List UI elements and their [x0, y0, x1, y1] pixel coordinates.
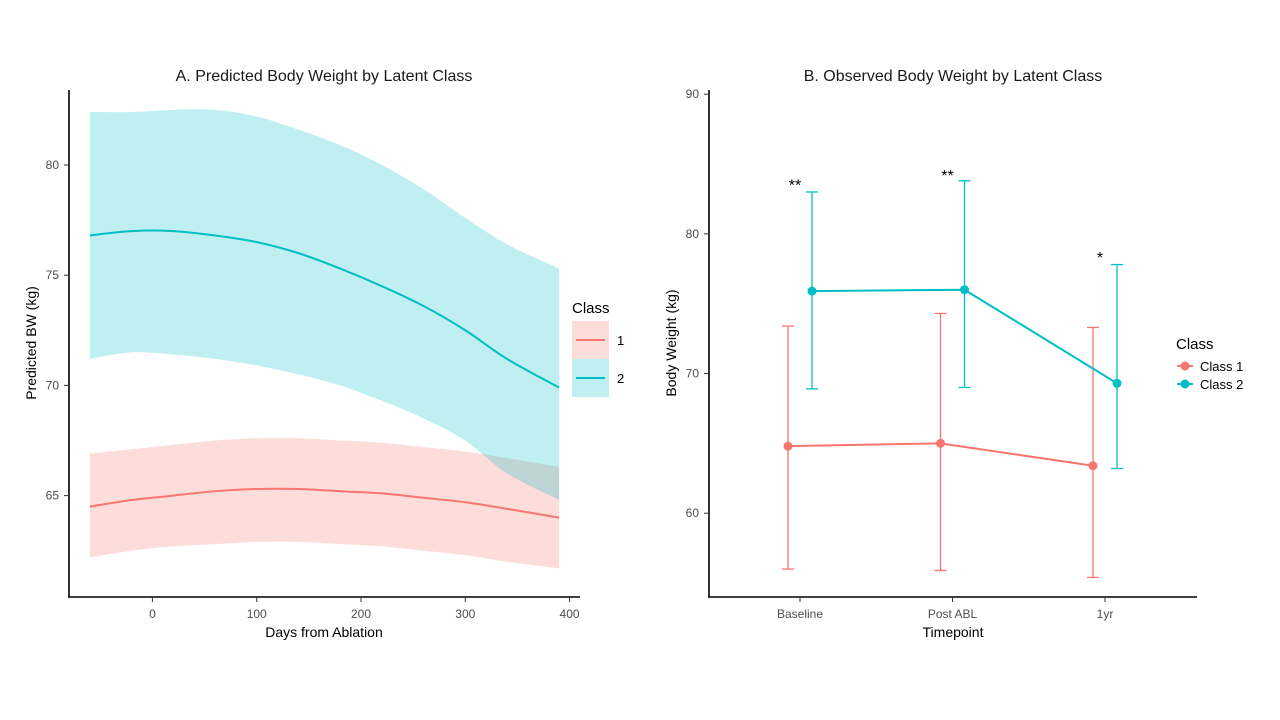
panel-a-legend: Class 1 2	[572, 300, 624, 397]
significance-marker: **	[941, 168, 953, 185]
confidence-band-class-1	[89, 438, 560, 569]
legend-label: Class 2	[1200, 377, 1243, 392]
data-point	[1088, 461, 1098, 471]
panel-a-legend-title: Class	[572, 300, 610, 317]
legend-key-point	[1180, 379, 1190, 389]
x-tick-label: 300	[455, 607, 475, 621]
x-tick-label: Baseline	[777, 607, 823, 621]
panel-b-legend: Class Class 1 Class 2	[1176, 336, 1243, 392]
panel-b-points	[783, 285, 1122, 471]
x-tick-label: 0	[149, 607, 156, 621]
legend-label-1: 1	[617, 333, 624, 348]
panel-b-lines	[787, 288, 1118, 467]
data-point	[960, 285, 969, 295]
series-line-class-1	[89, 487, 560, 519]
panel-b-title: B. Observed Body Weight by Latent Class	[804, 68, 1103, 85]
y-tick-label: 70	[46, 378, 60, 392]
y-tick-label: 75	[46, 268, 60, 282]
y-tick-label: 80	[686, 227, 700, 241]
significance-marker: *	[1097, 250, 1103, 267]
x-tick-label: 400	[560, 607, 580, 621]
panel-b-legend-title: Class	[1176, 336, 1214, 353]
data-point	[783, 441, 793, 451]
confidence-band-class-2	[89, 109, 560, 501]
panel-a-title: A. Predicted Body Weight by Latent Class	[176, 68, 473, 85]
panel-b-y-ticks: 60 70 80 90	[686, 87, 709, 520]
panel-b-annotations: *****	[789, 168, 1103, 267]
panel-a: A. Predicted Body Weight by Latent Class…	[23, 68, 624, 640]
x-tick-label: 100	[247, 607, 267, 621]
y-tick-label: 65	[46, 489, 60, 503]
panel-b: B. Observed Body Weight by Latent Class …	[663, 68, 1243, 640]
panel-a-y-label: Predicted BW (kg)	[23, 286, 39, 400]
legend-key-point	[1180, 361, 1190, 371]
series-line-class-2	[89, 229, 560, 389]
data-point	[807, 286, 817, 296]
y-tick-label: 90	[686, 87, 700, 101]
panel-b-error-bars	[782, 180, 1123, 579]
y-tick-label: 60	[686, 506, 700, 520]
panel-a-lines	[89, 229, 560, 519]
panel-a-bands	[89, 109, 560, 569]
legend-label-2: 2	[617, 371, 624, 386]
legend-label: Class 1	[1200, 359, 1243, 374]
panel-a-x-ticks: 0 100 200 300 400	[149, 597, 580, 621]
x-tick-label: 1yr	[1097, 607, 1114, 621]
panel-b-x-label: Timepoint	[923, 624, 984, 640]
panel-b-y-label: Body Weight (kg)	[663, 289, 679, 396]
x-tick-label: 200	[351, 607, 371, 621]
significance-marker: **	[789, 178, 801, 195]
data-point	[936, 438, 945, 448]
data-point	[1112, 378, 1122, 388]
panel-b-x-ticks: Baseline Post ABL 1yr	[777, 597, 1113, 621]
panel-a-y-ticks: 65 70 75 80	[46, 158, 69, 503]
y-tick-label: 80	[46, 158, 60, 172]
y-tick-label: 70	[686, 367, 700, 381]
x-tick-label: Post ABL	[928, 607, 978, 621]
panel-a-x-label: Days from Ablation	[265, 624, 383, 640]
